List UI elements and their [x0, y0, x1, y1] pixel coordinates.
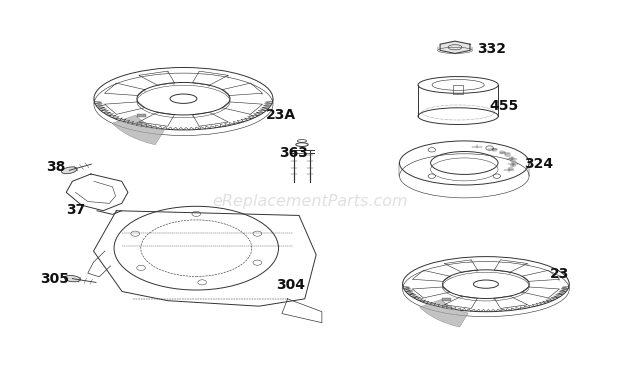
Text: 324: 324	[524, 157, 553, 171]
Circle shape	[492, 148, 498, 152]
Text: 37: 37	[66, 203, 86, 217]
Text: 305: 305	[40, 272, 69, 286]
Circle shape	[510, 160, 516, 164]
Text: 304: 304	[276, 278, 305, 292]
Circle shape	[510, 164, 516, 167]
Polygon shape	[440, 41, 470, 53]
Wedge shape	[112, 115, 164, 145]
Wedge shape	[420, 300, 468, 327]
Text: 455: 455	[489, 99, 518, 113]
Circle shape	[508, 157, 515, 160]
Text: 23A: 23A	[265, 108, 296, 122]
Bar	[453, 85, 463, 94]
Circle shape	[505, 153, 511, 157]
Bar	[443, 298, 451, 300]
Text: 38: 38	[46, 161, 66, 174]
Ellipse shape	[61, 167, 77, 174]
Text: eReplacementParts.com: eReplacementParts.com	[212, 194, 408, 209]
Text: 23: 23	[549, 266, 569, 280]
Text: 363: 363	[279, 146, 308, 160]
Bar	[137, 114, 146, 117]
Circle shape	[499, 150, 505, 154]
Text: 332: 332	[477, 42, 506, 56]
Ellipse shape	[64, 276, 81, 282]
Circle shape	[508, 167, 514, 171]
